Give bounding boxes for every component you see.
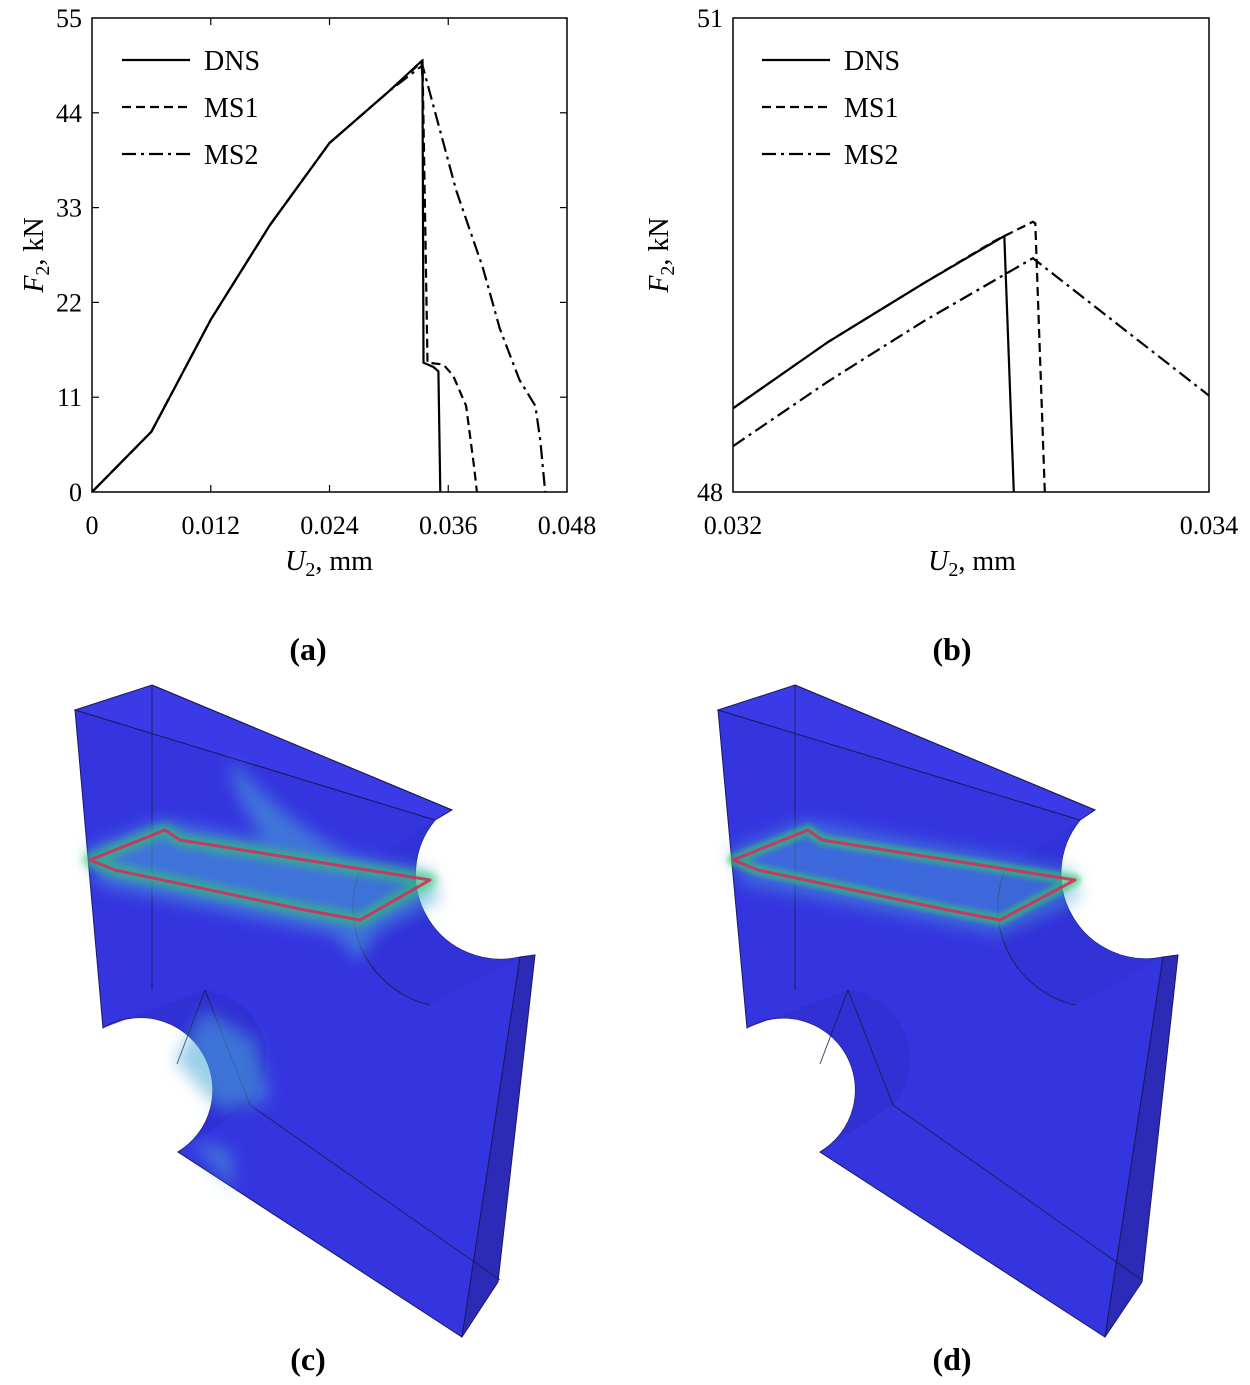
- chart-a-frame: [91, 17, 568, 493]
- y-tick-label: 48: [697, 478, 723, 507]
- legend-label-ms1: MS1: [204, 93, 258, 124]
- x-tick-label: 0: [86, 511, 99, 540]
- damage-band-d: [727, 824, 1081, 926]
- x-tick-label: 0.024: [300, 511, 359, 540]
- legend-label-dns: DNS: [204, 46, 260, 77]
- y-tick-label: 22: [56, 288, 82, 317]
- chart-b-ticks: 0.032 0.034 48 51: [697, 4, 1238, 540]
- series-line-ms1: [92, 58, 478, 492]
- chart-a-ylabel: F2, kN: [19, 217, 54, 293]
- y-tick-label: 33: [56, 194, 82, 223]
- legend-label-dns: DNS: [844, 46, 900, 77]
- chart-a-xlabel: U2, mm: [285, 546, 373, 581]
- damage-band-c: [83, 823, 437, 927]
- x-tick-label: 0.034: [1180, 511, 1239, 540]
- chart-a-ticks: 0 0.012 0.024 0.036 0.048 0 11 22 33 44 55: [56, 4, 596, 540]
- panel-d-label: (d): [932, 1341, 971, 1377]
- chart-b-legend: DNS MS1 MS2: [762, 46, 900, 171]
- panel-c-specimen: [73, 684, 536, 1338]
- specimen-c-body: [73, 684, 536, 1338]
- panel-b-label: (b): [932, 631, 971, 667]
- series-line-ms2: [92, 63, 547, 492]
- specimen-d-side-face: [1104, 954, 1179, 1338]
- y-tick-label: 0: [69, 478, 82, 507]
- series-line-ms2: [733, 256, 1209, 448]
- x-tick-label: 0.048: [538, 511, 597, 540]
- series-line-dns: [733, 234, 1015, 492]
- legend-label-ms2: MS2: [844, 140, 898, 171]
- chart-b-series: [733, 220, 1209, 492]
- specimen-d-front-face: [717, 709, 1164, 1338]
- panel-d-specimen: [716, 684, 1179, 1338]
- series-line-dns: [92, 58, 442, 492]
- chart-b: 0.032 0.034 48 51 DNS MS1 MS2 U2, mm F2, kN (…: [644, 4, 1238, 667]
- chart-b-ylabel: F2, kN: [644, 217, 679, 293]
- series-line-ms1: [733, 220, 1046, 492]
- y-tick-label: 55: [56, 4, 82, 33]
- y-tick-label: 51: [697, 4, 723, 33]
- panel-c-label: (c): [290, 1341, 326, 1377]
- x-tick-label: 0.012: [182, 511, 241, 540]
- y-tick-label: 44: [56, 99, 82, 128]
- chart-a: 0 0.012 0.024 0.036 0.048 0 11 22 33 44 55 DNS MS1 M…: [19, 4, 596, 667]
- legend-label-ms2: MS2: [204, 140, 258, 171]
- specimen-d-hole-lower: [747, 990, 910, 1152]
- panel-a-label: (a): [289, 631, 326, 667]
- specimen-d-body: [716, 684, 1179, 1338]
- y-tick-label: 11: [57, 383, 82, 412]
- specimen-c-side-face: [461, 954, 536, 1338]
- specimen-c-front-face: [74, 709, 521, 1338]
- chart-a-series: [92, 58, 547, 492]
- chart-a-legend: DNS MS1 MS2: [122, 46, 260, 171]
- x-tick-label: 0.036: [419, 511, 478, 540]
- damage-halo-d: [728, 820, 1080, 935]
- chart-b-xlabel: U2, mm: [928, 546, 1016, 581]
- x-tick-label: 0.032: [704, 511, 763, 540]
- chart-b-frame: [732, 17, 1210, 493]
- legend-label-ms1: MS1: [844, 93, 898, 124]
